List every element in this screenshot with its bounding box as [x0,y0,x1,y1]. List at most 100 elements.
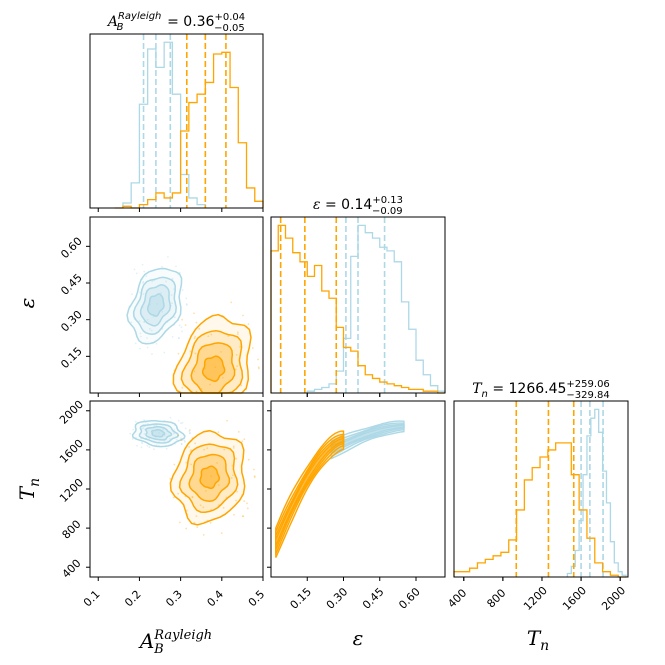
blue-sample-point [133,318,136,320]
histogram-epsilon: ε = 0.14+0.13 −0.09 [270,195,446,397]
blue-histogram-step [122,41,206,208]
histogram-title: ε = 0.14+0.13 −0.09 [313,195,403,217]
blue-histogram-step [306,224,446,393]
x-tick-label: 800 [484,587,508,611]
blue-sample-point [181,438,184,441]
orange-sample-point [189,350,192,353]
blue-sample-point [180,443,183,445]
orange-sample-point [226,419,228,422]
blue-sample-point [130,321,133,324]
orange-contour [275,437,345,547]
blue-sample-point [175,427,178,430]
blue-sample-point [175,438,178,441]
blue-sample-point [148,327,151,330]
blue-sample-point [173,288,175,291]
orange-sample-point [216,462,218,464]
blue-sample-point [136,444,138,447]
panel-frame [89,216,264,394]
orange-sample-point [247,323,250,325]
blue-sample-point [180,443,183,445]
blue-sample-point [146,444,149,447]
orange-sample-point [231,464,234,467]
orange-sample-point [242,314,244,317]
blue-histogram-step [566,408,627,577]
blue-sample-point [140,288,143,291]
blue-sample-point [166,321,169,324]
orange-sample-point [234,368,237,371]
blue-sample-point [142,293,145,295]
orange-sample-point [193,337,196,340]
blue-sample-point [188,432,191,434]
blue-sample-point [171,279,174,281]
orange-sample-point [235,499,237,502]
histogram-title: Tn = 1266.45+259.06 −329.84 [472,379,610,401]
blue-sample-point [161,327,164,330]
orange-sample-point [196,526,199,529]
blue-sample-point [178,271,181,274]
blue-sample-point [143,419,146,422]
orange-sample-point [204,521,206,524]
orange-sample-point [210,333,213,336]
blue-sample-point [180,437,182,440]
x-tick-label: 0.30 [324,585,351,612]
blue-sample-point [141,306,144,308]
orange-sample-point [185,509,188,512]
blue-sample-point [139,347,141,350]
blue-sample-point [134,342,137,345]
orange-sample-point [191,346,194,348]
orange-sample-point [190,449,192,451]
blue-sample-point [171,336,174,338]
orange-contour [188,453,231,502]
blue-sample-point [174,424,177,427]
x-tick-label: 0.15 [288,585,315,612]
orange-sample-point [207,335,210,338]
blue-sample-point [181,330,183,333]
blue-sample-point [132,428,135,431]
orange-sample-point [189,478,192,481]
orange-sample-point [210,475,213,478]
blue-sample-point [170,304,172,307]
orange-sample-point [235,457,237,460]
orange-sample-point [221,314,224,317]
orange-sample-point [222,506,225,509]
blue-sample-point [180,326,183,329]
orange-contour [199,465,221,490]
orange-sample-point [209,383,211,386]
blue-sample-point [134,420,137,423]
orange-sample-point [204,367,206,370]
orange-contour [178,443,239,513]
blue-sample-point [171,277,174,280]
y-tick-label: 2000 [57,398,86,427]
orange-sample-point [172,496,175,499]
orange-sample-point [239,345,242,348]
panel-frame [270,216,446,394]
orange-sample-point [194,442,197,445]
blue-sample-point [140,446,143,449]
blue-sample-point [171,302,173,305]
orange-sample-point [253,475,256,478]
blue-sample-point [178,337,180,340]
blue-sample-point [160,291,162,294]
y-tick-label: 0.60 [58,235,85,262]
orange-sample-point [200,388,203,390]
orange-sample-point [232,445,235,448]
orange-sample-point [196,493,199,496]
orange-sample-point [186,513,189,516]
orange-sample-point [185,527,188,530]
orange-sample-point [218,504,220,507]
x-axis-label-epsilon: ε [353,626,364,650]
blue-sample-point [177,419,180,422]
orange-sample-point [180,439,183,442]
orange-sample-point [195,321,198,324]
blue-sample-point [144,437,147,440]
blue-sample-point [185,303,188,305]
y-axis-label-Tn: Tn [15,478,43,500]
blue-sample-point [174,442,177,445]
orange-histogram-step [114,51,264,209]
blue-sample-point [178,324,181,327]
blue-sample-point [183,439,186,442]
blue-sample-point [145,275,148,278]
blue-sample-point [149,303,151,306]
x-axis-label-Tn: Tn [527,626,549,654]
x-tick-label: 0.4 [205,588,227,610]
